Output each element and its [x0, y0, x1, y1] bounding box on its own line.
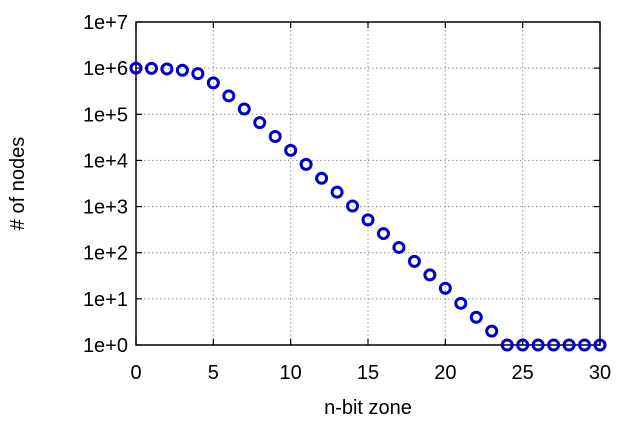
plot-frame: [135, 21, 601, 346]
data-point: [284, 143, 298, 157]
data-point: [222, 89, 236, 103]
y-axis-title: # of nodes: [7, 137, 29, 230]
y-tick-label: 1e+7: [83, 12, 128, 34]
data-point: [562, 338, 576, 352]
data-point: [129, 61, 143, 75]
data-point: [346, 199, 360, 213]
x-tick-label: 25: [512, 362, 534, 384]
data-point: [361, 213, 375, 227]
data-point: [578, 338, 592, 352]
data-point: [392, 240, 406, 254]
data-point: [299, 157, 313, 171]
data-point: [253, 116, 267, 130]
data-point: [485, 324, 499, 338]
data-point: [330, 185, 344, 199]
data-point: [268, 130, 282, 144]
data-point: [237, 102, 251, 116]
data-point: [206, 76, 220, 90]
data-point: [516, 338, 530, 352]
x-axis-title: n-bit zone: [324, 397, 412, 419]
data-point: [175, 63, 189, 77]
data-point: [407, 254, 421, 268]
data-point: [547, 338, 561, 352]
y-tick-label: 1e+6: [83, 58, 128, 80]
y-tick-label: 1e+3: [83, 197, 128, 219]
data-point: [423, 268, 437, 282]
y-tick-label: 1e+4: [83, 150, 128, 172]
x-tick-label: 15: [357, 362, 379, 384]
x-tick-label: 10: [280, 362, 302, 384]
y-tick-label: 1e+1: [83, 289, 128, 311]
y-tick-label: 1e+0: [83, 335, 128, 357]
data-point: [376, 227, 390, 241]
x-tick-label: 20: [434, 362, 456, 384]
data-point: [315, 171, 329, 185]
x-tick-label: 30: [589, 362, 611, 384]
data-point: [593, 338, 607, 352]
x-tick-label: 0: [130, 362, 141, 384]
y-axis-tick-labels: 1e+0 1e+1 1e+2 1e+3 1e+4 1e+5 1e+6 1e+7: [83, 12, 128, 357]
data-point: [469, 310, 483, 324]
x-tick-label: 5: [208, 362, 219, 384]
data-point: [191, 67, 205, 81]
data-point: [160, 62, 174, 76]
grid: [136, 22, 600, 345]
data-point: [454, 296, 468, 310]
data-point: [531, 338, 545, 352]
data-point: [500, 338, 514, 352]
data-points: [129, 61, 607, 352]
data-point: [144, 61, 158, 75]
x-axis-tick-labels: 0 5 10 15 20 25 30: [130, 362, 611, 384]
data-point: [438, 281, 452, 295]
y-tick-label: 1e+5: [83, 104, 128, 126]
y-tick-label: 1e+2: [83, 243, 128, 265]
